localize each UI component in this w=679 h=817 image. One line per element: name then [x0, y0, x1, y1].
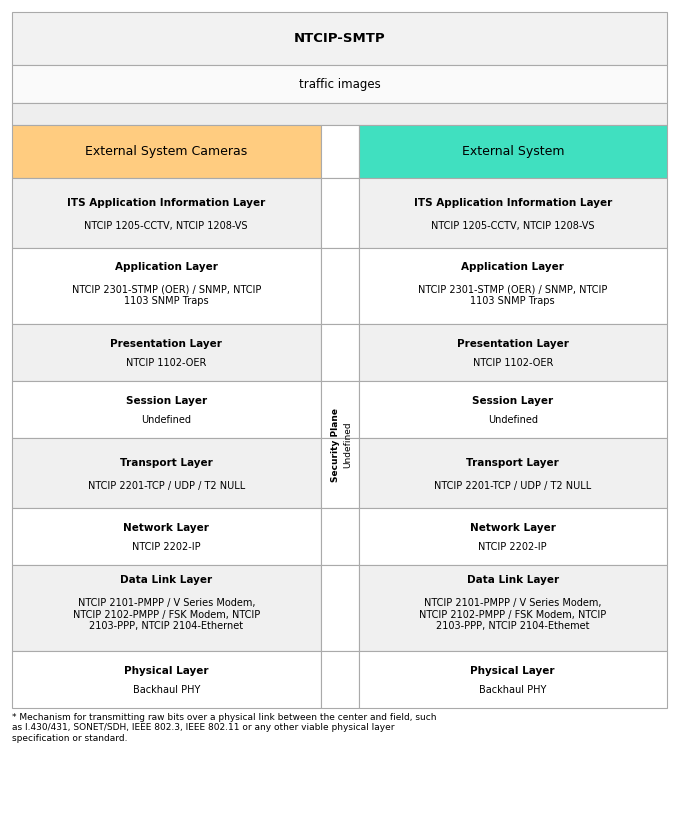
- Bar: [12, 178, 320, 248]
- Bar: [320, 381, 359, 438]
- Text: NTCIP 2201-TCP / UDP / T2 NULL: NTCIP 2201-TCP / UDP / T2 NULL: [434, 480, 591, 490]
- Bar: [320, 178, 359, 248]
- Text: Data Link Layer: Data Link Layer: [466, 575, 559, 586]
- Text: Network Layer: Network Layer: [124, 523, 209, 533]
- Bar: [12, 438, 320, 508]
- Text: Security Plane: Security Plane: [331, 408, 340, 481]
- Bar: [359, 248, 667, 324]
- Text: NTCIP 1205-CCTV, NTCIP 1208-VS: NTCIP 1205-CCTV, NTCIP 1208-VS: [431, 221, 595, 230]
- Bar: [12, 65, 667, 103]
- Bar: [359, 125, 667, 178]
- Bar: [359, 565, 667, 651]
- Bar: [320, 438, 359, 508]
- Bar: [12, 651, 320, 708]
- Text: Presentation Layer: Presentation Layer: [457, 339, 569, 349]
- Text: NTCIP 2201-TCP / UDP / T2 NULL: NTCIP 2201-TCP / UDP / T2 NULL: [88, 480, 245, 490]
- Text: NTCIP 2202-IP: NTCIP 2202-IP: [132, 542, 200, 551]
- Text: Backhaul PHY: Backhaul PHY: [479, 685, 547, 694]
- Bar: [320, 125, 359, 178]
- Bar: [12, 381, 320, 438]
- Text: External System Cameras: External System Cameras: [85, 145, 247, 158]
- Bar: [320, 248, 359, 324]
- Text: Undefined: Undefined: [488, 415, 538, 425]
- Bar: [12, 565, 320, 651]
- Text: Application Layer: Application Layer: [461, 262, 564, 272]
- Text: Application Layer: Application Layer: [115, 262, 218, 272]
- Bar: [359, 324, 667, 381]
- Bar: [359, 178, 667, 248]
- Text: Session Layer: Session Layer: [472, 396, 553, 406]
- Text: NTCIP 2202-IP: NTCIP 2202-IP: [479, 542, 547, 551]
- Text: NTCIP-SMTP: NTCIP-SMTP: [294, 32, 385, 45]
- Text: ITS Application Information Layer: ITS Application Information Layer: [414, 198, 612, 208]
- Text: Session Layer: Session Layer: [126, 396, 207, 406]
- Bar: [12, 12, 667, 65]
- Bar: [320, 324, 359, 381]
- Text: Data Link Layer: Data Link Layer: [120, 575, 213, 586]
- Text: Undefined: Undefined: [141, 415, 191, 425]
- Text: Network Layer: Network Layer: [470, 523, 555, 533]
- Bar: [320, 508, 359, 565]
- Bar: [12, 324, 320, 381]
- Text: Undefined: Undefined: [343, 422, 352, 468]
- Text: NTCIP 1102-OER: NTCIP 1102-OER: [126, 358, 206, 368]
- Text: NTCIP 2301-STMP (OER) / SNMP, NTCIP
1103 SNMP Traps: NTCIP 2301-STMP (OER) / SNMP, NTCIP 1103…: [71, 284, 261, 306]
- Text: ITS Application Information Layer: ITS Application Information Layer: [67, 198, 265, 208]
- Bar: [12, 508, 320, 565]
- Text: NTCIP 1205-CCTV, NTCIP 1208-VS: NTCIP 1205-CCTV, NTCIP 1208-VS: [84, 221, 248, 230]
- Text: * Mechanism for transmitting raw bits over a physical link between the center an: * Mechanism for transmitting raw bits ov…: [12, 713, 437, 743]
- Text: Transport Layer: Transport Layer: [120, 458, 213, 467]
- Bar: [12, 103, 667, 125]
- Text: Physical Layer: Physical Layer: [124, 666, 208, 676]
- Text: External System: External System: [462, 145, 564, 158]
- Bar: [359, 438, 667, 508]
- Text: traffic images: traffic images: [299, 78, 380, 91]
- Text: Backhaul PHY: Backhaul PHY: [132, 685, 200, 694]
- Bar: [359, 508, 667, 565]
- Text: Physical Layer: Physical Layer: [471, 666, 555, 676]
- Bar: [12, 248, 320, 324]
- Bar: [359, 381, 667, 438]
- Text: Transport Layer: Transport Layer: [466, 458, 559, 467]
- Text: NTCIP 2101-PMPP / V Series Modem,
NTCIP 2102-PMPP / FSK Modem, NTCIP
2103-PPP, N: NTCIP 2101-PMPP / V Series Modem, NTCIP …: [73, 598, 260, 632]
- Bar: [359, 651, 667, 708]
- Bar: [12, 125, 320, 178]
- Text: Presentation Layer: Presentation Layer: [110, 339, 222, 349]
- Text: NTCIP 1102-OER: NTCIP 1102-OER: [473, 358, 553, 368]
- Text: NTCIP 2301-STMP (OER) / SNMP, NTCIP
1103 SNMP Traps: NTCIP 2301-STMP (OER) / SNMP, NTCIP 1103…: [418, 284, 608, 306]
- Bar: [320, 651, 359, 708]
- Text: NTCIP 2101-PMPP / V Series Modem,
NTCIP 2102-PMPP / FSK Modem, NTCIP
2103-PPP, N: NTCIP 2101-PMPP / V Series Modem, NTCIP …: [419, 598, 606, 632]
- Bar: [320, 565, 359, 651]
